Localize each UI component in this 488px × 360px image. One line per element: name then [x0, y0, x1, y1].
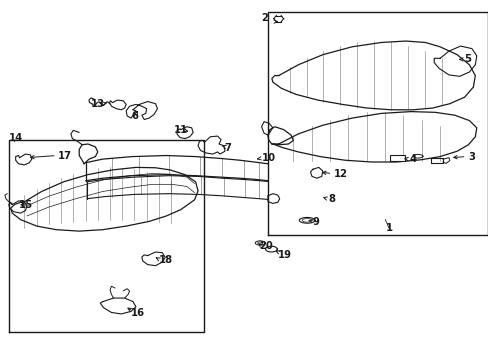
Text: 1: 1 [386, 222, 393, 233]
Text: 19: 19 [277, 249, 291, 260]
Text: 16: 16 [131, 308, 145, 318]
Text: 8: 8 [328, 194, 335, 204]
Text: 10: 10 [261, 153, 275, 163]
Text: 7: 7 [224, 143, 230, 153]
Text: 18: 18 [159, 255, 173, 265]
Text: 4: 4 [409, 154, 416, 164]
Text: 17: 17 [58, 150, 72, 161]
Text: 11: 11 [173, 125, 187, 135]
Text: 5: 5 [464, 54, 470, 64]
Text: 9: 9 [312, 217, 319, 227]
Text: 12: 12 [333, 168, 347, 179]
Bar [389, 155, 404, 161]
Text: 6: 6 [131, 111, 138, 121]
Text: 14: 14 [9, 132, 23, 143]
Text: 2: 2 [261, 13, 268, 23]
Text: 3: 3 [468, 152, 474, 162]
Text: 20: 20 [259, 240, 272, 251]
Text: 13: 13 [90, 99, 104, 109]
Text: 15: 15 [19, 200, 33, 210]
